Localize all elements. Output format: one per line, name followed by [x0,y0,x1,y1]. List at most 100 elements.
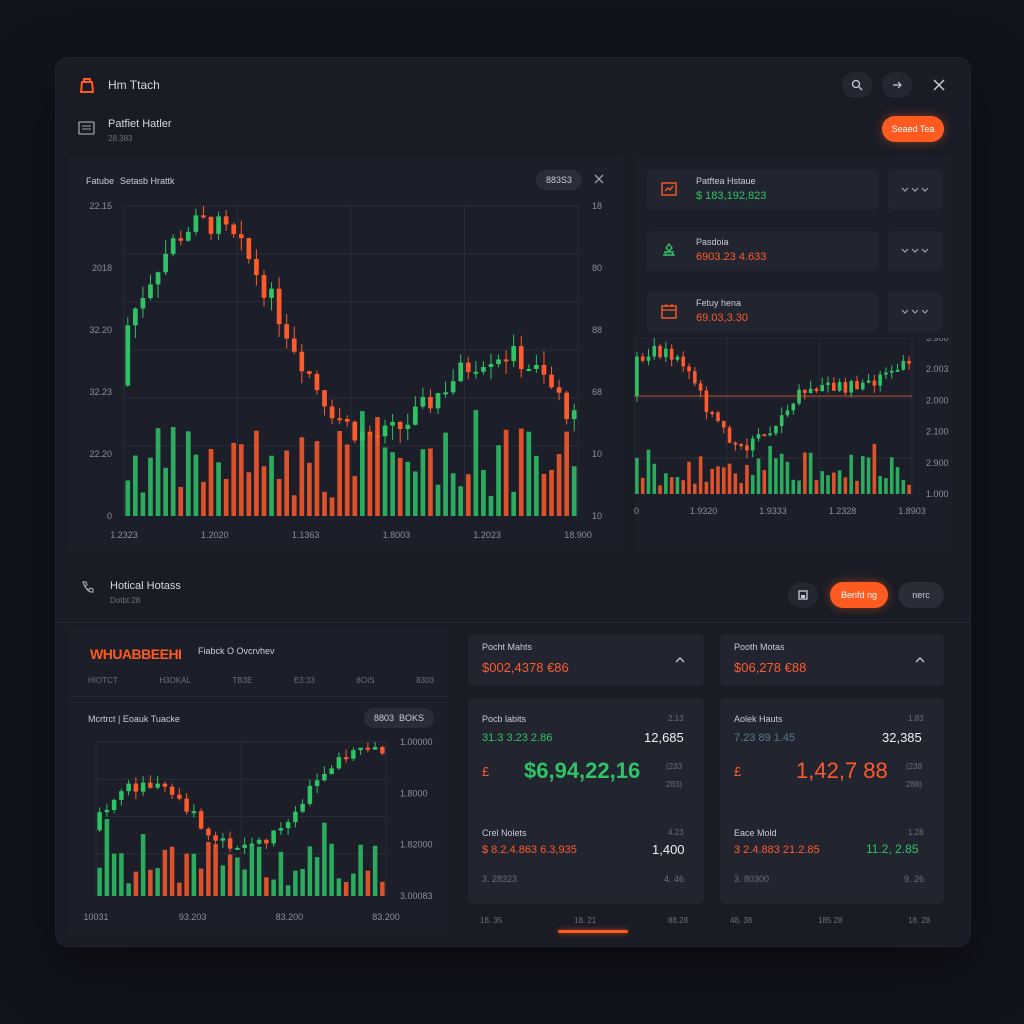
calendar-icon [661,304,677,319]
volume-bar [360,411,365,516]
more-button[interactable] [882,72,912,98]
volume-bar [365,870,371,896]
candle-body [774,425,778,434]
candle-body [242,844,247,848]
volume-bar [750,475,755,494]
candle-body [901,360,906,370]
stat-row-right: 12,685 [644,730,684,745]
candle-body [534,365,539,369]
volume-bar [496,445,501,516]
overview-panel: WHUABBEEHI Fiabck O Ovcrvhev HIOTCT H3OK… [68,626,448,936]
y-tick-label: 0 [107,511,112,521]
volume-bar [473,410,479,516]
watchlist-item[interactable]: Pasdoia 6903.23 4.633 [646,231,878,271]
volume-bar [704,481,709,494]
candle-body [704,390,709,412]
close-button[interactable] [930,76,948,94]
volume-bar [193,454,199,516]
candle-body [307,785,313,804]
volume-bar [435,484,441,516]
primary-action-button[interactable]: Seaed Tea [882,116,944,142]
page-item[interactable]: 88.28 [668,916,689,925]
volume-bar [119,853,124,896]
candle-body [687,366,691,372]
candle-body [681,356,686,367]
volume-bar [727,463,732,494]
save-button[interactable] [788,582,818,608]
lower-chart-badge[interactable]: 8803 BOKS [364,708,434,728]
stat-header-card[interactable]: Pocht Mahts $002,4378 €86 [468,634,704,686]
document-icon [78,120,96,136]
candle-body [693,371,697,384]
volume-bar [380,881,385,896]
volume-bar [269,455,274,516]
stat-foot-left: 3. 80300 [734,874,770,884]
volume-bar [125,480,131,516]
watchlist-item[interactable]: Fetuy hena 69.03,3.30 [646,292,878,332]
page-item[interactable]: 18. 35 [480,916,503,925]
volume-bar [208,448,214,516]
candle-body [126,783,131,792]
x-tick-label: 1.2328 [829,506,857,516]
page-item[interactable]: 48. 38 [730,916,753,925]
lower-chart-legend: Mcrtrct | Eoauk Tuacke [88,714,180,724]
watchlist-value: 69.03,3.30 [696,312,748,324]
y-tick-label: 2.100 [926,427,949,437]
volume-bar [390,452,395,516]
close-chart-button[interactable] [592,172,606,186]
volume-bar [329,497,335,516]
lower-candlestick-chart[interactable]: 1.00000 1.8000 1.82000 3.00083 10031 93.203 83… [68,734,448,936]
column-header[interactable]: TB3E [232,676,253,685]
volume-bar [148,457,153,516]
volume-bar [428,448,433,516]
y-tick-label: 68 [592,387,602,397]
timeframe-badge[interactable]: 883S3 [536,170,582,190]
stat-header-card[interactable]: Pooth Motas $06,278 €88 [720,634,944,686]
main-chart-panel: Fatube Setasb Hrattk 883S3 22.15 2018 32.2… [68,156,624,552]
volume-bar [352,476,358,516]
watchlist-menu-button[interactable] [888,292,942,332]
app-title: Hm Ttach [108,78,160,92]
section2-secondary-button[interactable]: nerc [898,582,944,608]
page-item[interactable]: 185 28 [818,916,843,925]
section2-primary-button[interactable]: Benfd ng [830,582,888,608]
volume-bar [162,849,168,896]
close-icon [594,174,604,184]
volume-bar [238,444,244,516]
candle-body [669,348,674,360]
candle-body [518,346,524,370]
stat-header-title: Pocht Mahts [482,642,533,652]
volume-bar [412,471,418,516]
column-header[interactable]: 8OIS [356,676,375,685]
y-tick-label: 32.20 [89,325,112,335]
main-candlestick-chart[interactable]: 22.15 2018 32.20 32.23 22.20 0 18 80 88 68 10 10 1.2… [68,196,624,552]
y-tick-label: 88 [592,325,602,335]
candle-body [390,421,395,426]
volume-bar [791,479,796,494]
watchlist-menu-button[interactable] [888,231,942,271]
candle-body [571,410,577,420]
watchlist-item[interactable]: Patftea Hstaue $ 183,192,823 [646,170,878,210]
mini-candlestick-chart[interactable]: 3.900 2.003 2.000 2.100 2.900 1.000 10 1.9320 1.… [634,338,952,552]
candle-body [246,238,252,259]
column-header[interactable]: 8303 [416,676,434,685]
volume-bar [556,454,562,516]
y-tick-label: 2018 [92,263,112,273]
candle-body [635,356,639,397]
candle-body [779,415,784,426]
volume-bar [826,475,830,494]
column-header[interactable]: E3:33 [293,676,315,685]
chart-legend-b: Setasb Hrattk [120,176,175,186]
candle-body [365,747,371,750]
candle-body [169,786,175,795]
column-header[interactable]: H3OKAL [159,676,191,685]
page-item[interactable]: 18. 21 [574,916,597,925]
stat-row-small: 1.83 [908,714,924,723]
page-item[interactable]: 18. 28 [908,916,931,925]
search-button[interactable] [842,72,872,98]
x-tick-label: 1.2323 [110,530,138,540]
volume-bar [314,857,320,896]
watchlist-menu-button[interactable] [888,170,942,210]
column-header[interactable]: HIOTCT [88,676,118,685]
volume-bar [541,473,547,516]
